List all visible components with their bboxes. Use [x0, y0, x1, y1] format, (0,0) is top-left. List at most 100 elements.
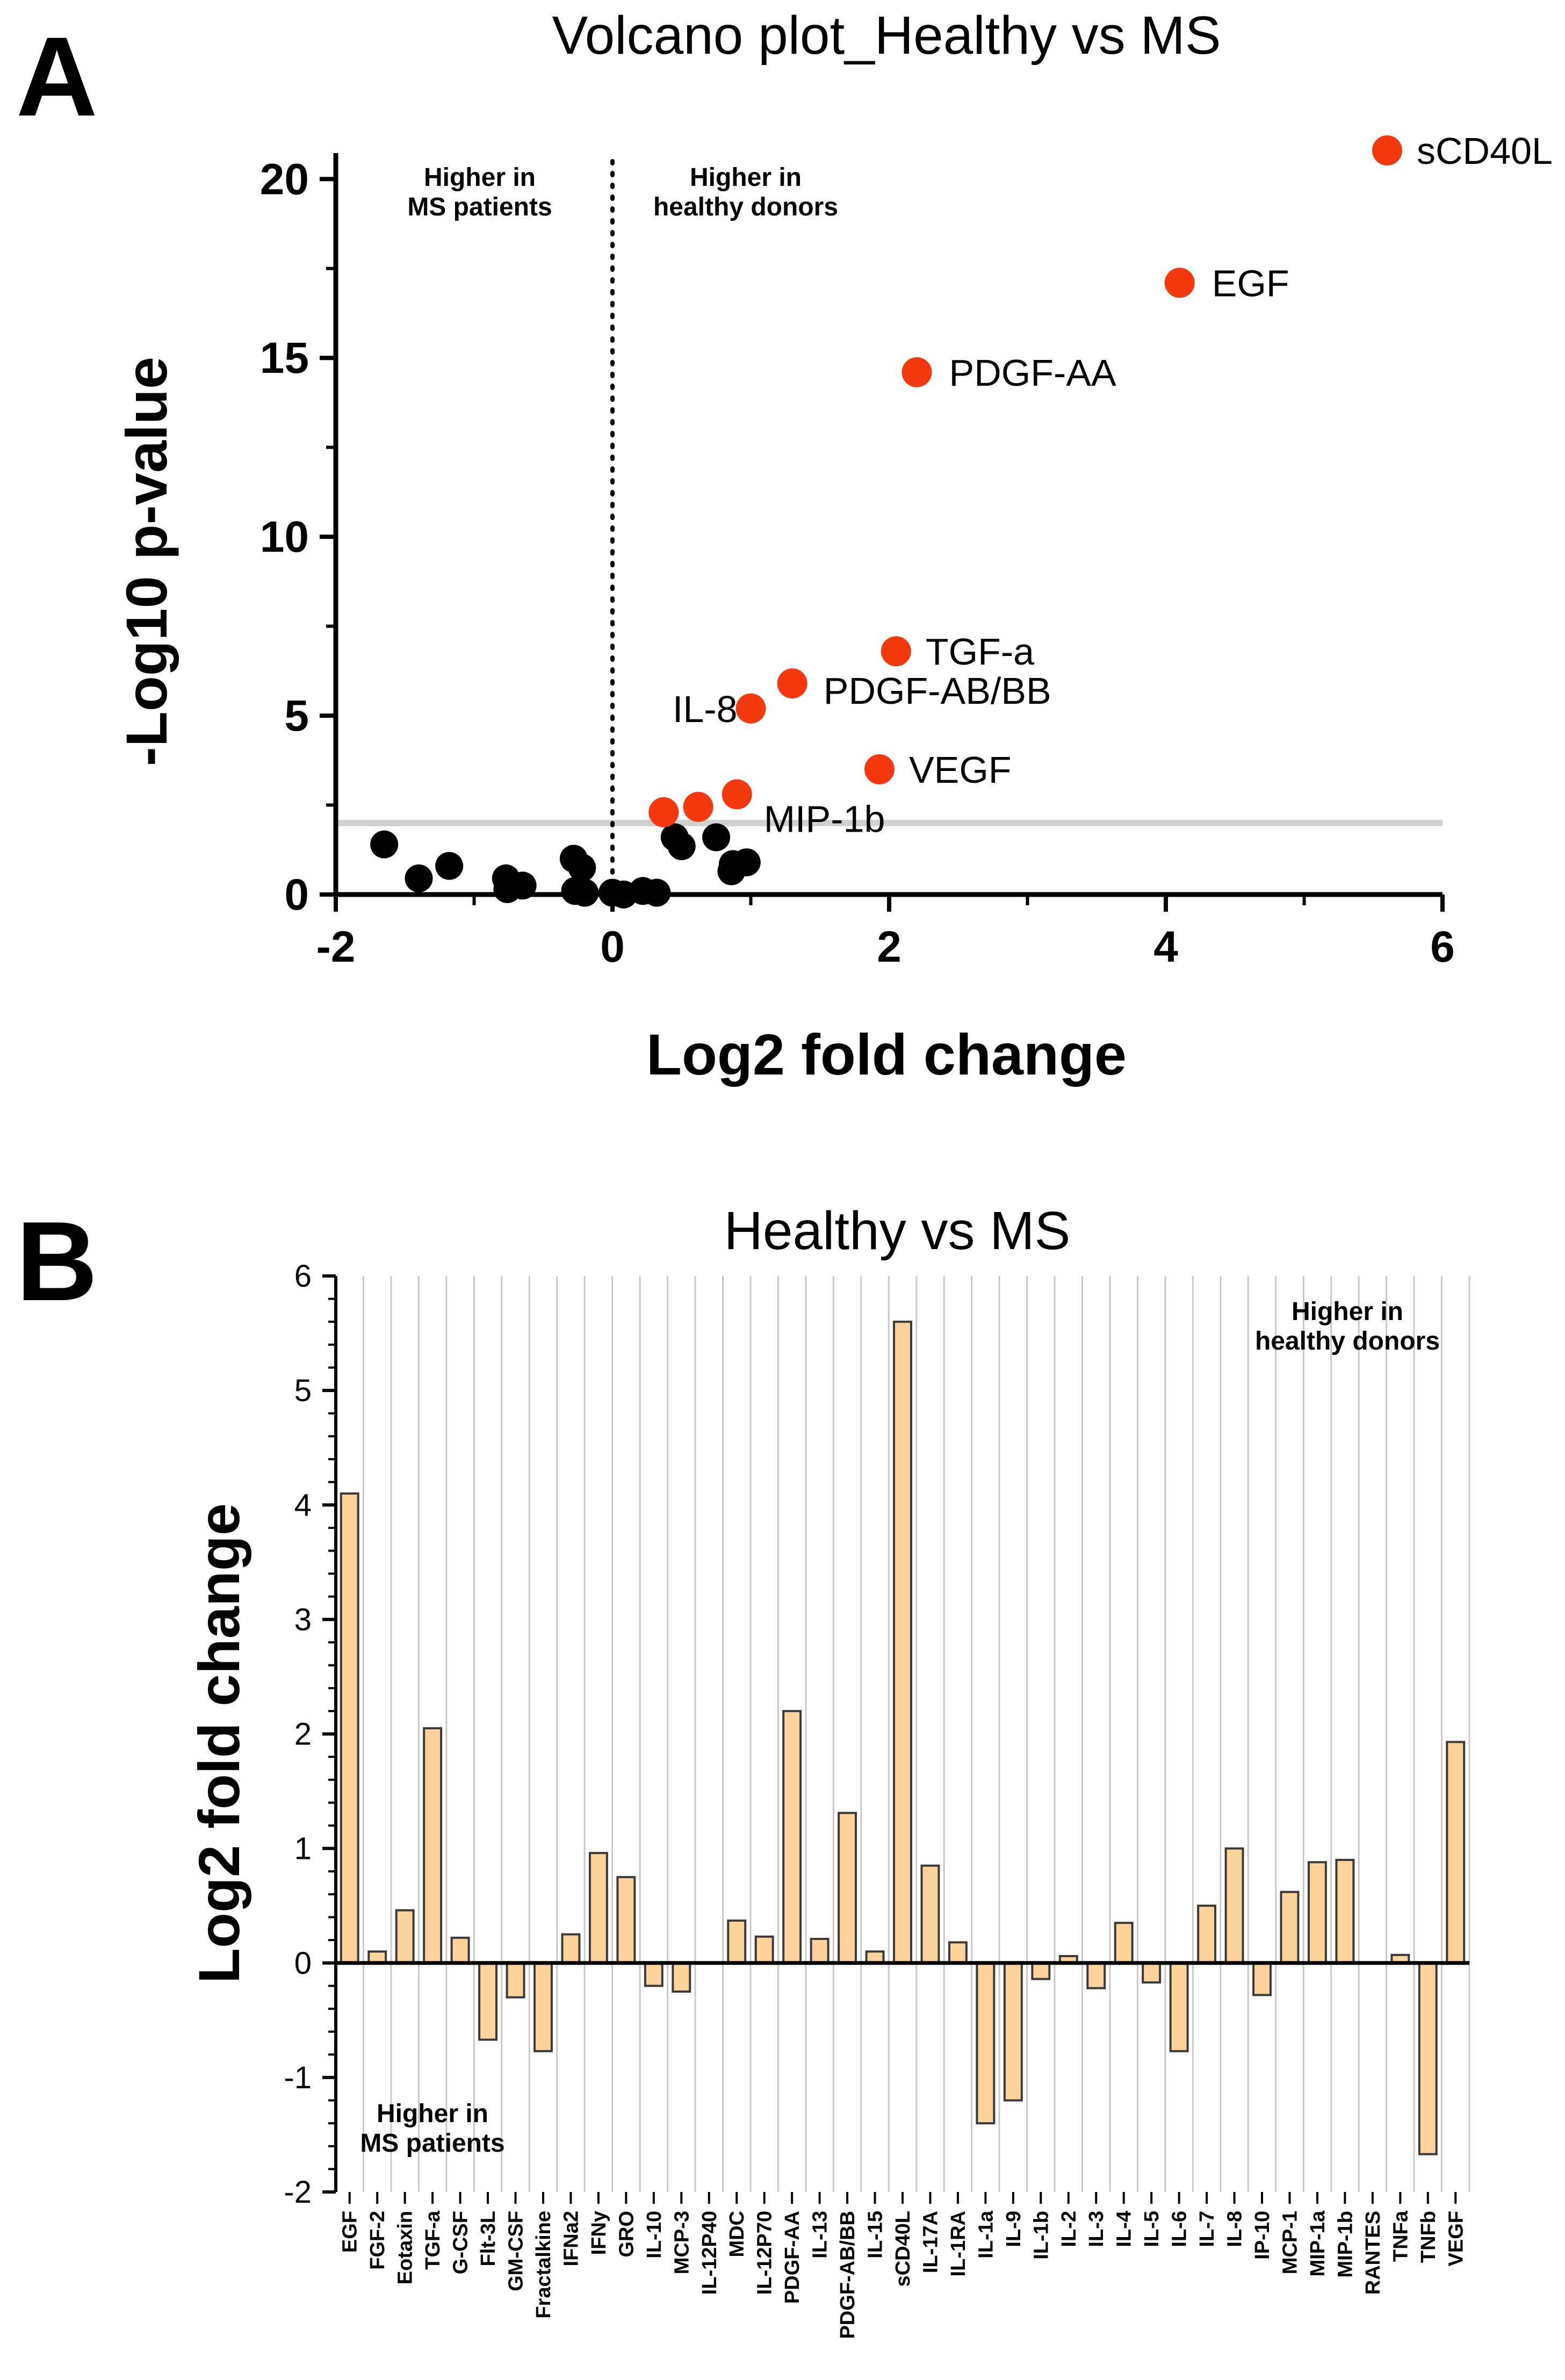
- significant-point: [722, 779, 752, 810]
- bar: [1446, 1741, 1466, 1964]
- bar: [1418, 1961, 1438, 2155]
- bar: [1252, 1961, 1272, 1996]
- volcano-y-tick-label: 20: [260, 155, 309, 204]
- bar: [1307, 1861, 1327, 1964]
- significant-point-label: PDGF-AB/BB: [824, 670, 1051, 712]
- bar: [561, 1933, 581, 1964]
- bar: [395, 1909, 415, 1964]
- volcano-y-tick-label: 0: [284, 870, 309, 919]
- volcano-y-tick-label: 10: [260, 513, 309, 561]
- bar-annotation-healthy-line1: Higher in: [1292, 1297, 1403, 1326]
- bar: [340, 1492, 359, 1964]
- significant-point-label: sCD40L: [1417, 130, 1553, 172]
- bar-category-label: IL-6: [1169, 2211, 1191, 2247]
- bar-category-label: IFNa2: [560, 2211, 582, 2266]
- bar-annotation-healthy-line2: healthy donors: [1255, 1327, 1440, 1355]
- panel-a-letter: A: [16, 13, 98, 140]
- bar-category-label: GM-CSF: [505, 2211, 528, 2291]
- bar: [1169, 1961, 1189, 2052]
- bar-category-label: Eotaxin: [394, 2211, 417, 2284]
- volcano-title: Volcano plot_Healthy vs MS: [552, 5, 1221, 66]
- bar-category-label: TGF-a: [422, 2210, 444, 2270]
- bar-y-tick-label: 6: [294, 1259, 312, 1294]
- nonsignificant-point: [643, 878, 671, 907]
- significant-point: [864, 754, 895, 784]
- bar-panel: B Healthy vs MS Log2 fold change -2 -1 0 1 2…: [16, 1198, 1470, 2339]
- bar-category-label: MCP-3: [670, 2211, 693, 2274]
- significant-point: [881, 636, 911, 667]
- volcano-x-tick-label: 4: [1153, 922, 1178, 971]
- bar: [838, 1812, 857, 1964]
- bar-category-label: IL-1RA: [947, 2211, 970, 2276]
- significant-point-label: MIP-1b: [764, 798, 885, 840]
- nonsignificant-point: [667, 832, 696, 861]
- bar-category-label: IL-1b: [1030, 2211, 1052, 2260]
- bar-category-label: sCD40L: [892, 2211, 914, 2287]
- bar-y-tick-label: 5: [294, 1373, 312, 1408]
- bar-category-label: TNFb: [1417, 2211, 1440, 2263]
- annotation-healthy-line2: healthy donors: [653, 193, 838, 221]
- significant-point-label: IL-8: [673, 688, 738, 730]
- bar: [1003, 1961, 1023, 2102]
- bar-category-label: EGF: [339, 2211, 362, 2253]
- significant-point-label: EGF: [1212, 262, 1289, 304]
- bar-category-label: IL-17A: [919, 2211, 942, 2273]
- nonsignificant-point: [405, 864, 433, 893]
- volcano-x-tick-label: -2: [316, 922, 356, 971]
- bar-y-tick-label: -2: [284, 2175, 312, 2210]
- bar-title: Healthy vs MS: [724, 1201, 1071, 1261]
- nonsignificant-point: [702, 823, 731, 852]
- bar: [672, 1961, 691, 1993]
- bar: [754, 1935, 774, 1964]
- bar: [478, 1961, 498, 2041]
- volcano-y-tick-label: 15: [260, 334, 309, 383]
- bar-category-label: IL-13: [809, 2211, 832, 2259]
- volcano-x-tick-label: 0: [600, 922, 625, 971]
- bar: [1114, 1922, 1134, 1964]
- bar: [1280, 1891, 1300, 1964]
- bar-y-tick-label: 3: [294, 1602, 312, 1637]
- bar-category-label: FGF-2: [366, 2211, 389, 2270]
- significant-point: [683, 791, 713, 822]
- bar: [588, 1852, 608, 1964]
- bar: [1335, 1858, 1355, 1964]
- bar: [423, 1727, 443, 1964]
- bar-category-label: MIP-1b: [1334, 2211, 1357, 2278]
- bar: [506, 1961, 525, 1999]
- annotation-ms-line2: MS patients: [407, 193, 552, 221]
- bar-category-label: VEGF: [1445, 2211, 1467, 2266]
- bar: [893, 1321, 912, 1964]
- bar: [450, 1936, 470, 1964]
- volcano-y-tick-label: 5: [284, 691, 309, 740]
- volcano-x-axis-title: Log2 fold change: [646, 1022, 1127, 1087]
- bar-category-label: PDGF-AB/BB: [836, 2211, 859, 2339]
- significant-point-label: TGF-a: [926, 631, 1034, 673]
- bar: [533, 1961, 553, 2052]
- bar-category-label: G-CSF: [450, 2211, 472, 2274]
- significant-point: [735, 693, 766, 724]
- bar-y-tick-label: 1: [294, 1831, 312, 1866]
- bar-category-label: GRO: [615, 2211, 638, 2258]
- significant-point: [902, 357, 932, 387]
- bar-category-label: IL-2: [1058, 2211, 1080, 2247]
- bar: [1197, 1905, 1217, 1964]
- bar: [644, 1961, 663, 1987]
- volcano-x-tick-label: 6: [1430, 922, 1455, 971]
- bar-category-label: IP-10: [1251, 2211, 1274, 2260]
- significant-point: [1164, 268, 1195, 298]
- bar-category-label: PDGF-AA: [781, 2211, 804, 2304]
- bar-category-label: Fractalkine: [532, 2211, 555, 2319]
- significant-point-label: VEGF: [909, 749, 1012, 791]
- annotation-healthy-line1: Higher in: [690, 163, 802, 192]
- bar-category-label: Flt-3L: [477, 2211, 500, 2266]
- bar: [1086, 1961, 1106, 1989]
- bar-category-label: IL-9: [1003, 2211, 1025, 2247]
- bar: [727, 1919, 747, 1964]
- bar-y-tick-label: 0: [294, 1946, 312, 1981]
- bar-category-label: IL-10: [643, 2211, 666, 2259]
- bar: [810, 1937, 830, 1964]
- bar-y-tick-label: 2: [294, 1717, 312, 1752]
- nonsignificant-point: [435, 852, 464, 880]
- bar-category-label: IL-12P40: [698, 2211, 721, 2295]
